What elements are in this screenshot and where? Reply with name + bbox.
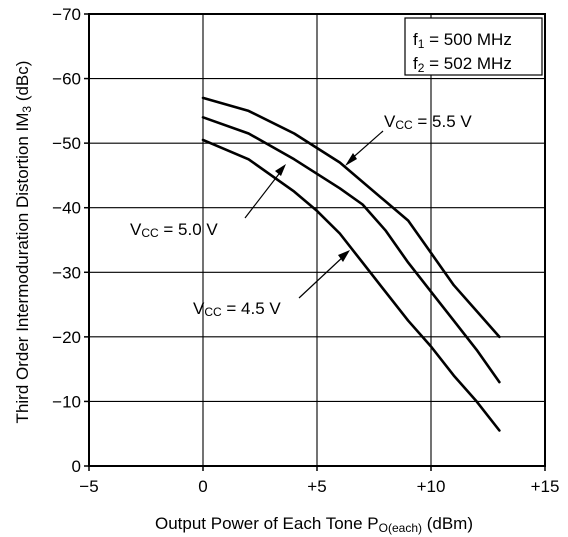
series-line-2	[201, 138, 501, 432]
y-tick-label: −10	[52, 392, 81, 411]
series-label-vcc-5-5: VCC = 5.5 V	[384, 112, 472, 132]
series-annotations: VCC = 5.5 V VCC = 5.0 V VCC = 4.5 V	[130, 112, 472, 319]
y-tick-label: −40	[52, 199, 81, 218]
y-tick-label: −70	[52, 5, 81, 24]
x-tick-label: +15	[531, 477, 560, 496]
series-label-vcc-5-0: VCC = 5.0 V	[130, 220, 218, 240]
y-tick-label: −30	[52, 263, 81, 282]
axis-ticks: −5 0 +5 +10 +150−10−20−30−40−50−60−70	[52, 5, 559, 496]
series-lines	[201, 96, 501, 432]
y-tick-label: 0	[72, 457, 81, 476]
frequency-legend: f1 = 500 MHz f2 = 502 MHz	[404, 17, 543, 76]
series-arrowhead-vcc-5-5	[345, 153, 357, 166]
x-tick-label: −5	[79, 477, 98, 496]
series-arrow-vcc-5-0	[244, 169, 283, 219]
series-label-vcc-4-5: VCC = 4.5 V	[193, 299, 281, 319]
frequency-legend-f2: f2 = 502 MHz	[413, 54, 512, 75]
y-tick-label: −50	[52, 134, 81, 153]
frequency-legend-box	[404, 17, 543, 76]
x-tick-label: +10	[417, 477, 446, 496]
grid-lines	[89, 14, 545, 466]
series-arrowhead-vcc-4-5	[338, 250, 350, 262]
series-line-1	[201, 116, 501, 384]
x-tick-label: +5	[307, 477, 326, 496]
series-line-0	[201, 96, 501, 339]
x-tick-label: 0	[198, 477, 207, 496]
series-arrowhead-vcc-5-0	[275, 164, 286, 176]
y-tick-label: −20	[52, 328, 81, 347]
y-axis-title: Third Order Intermoduration Distortion I…	[13, 61, 34, 424]
y-tick-label: −60	[52, 70, 81, 89]
frequency-legend-f1: f1 = 500 MHz	[413, 30, 512, 51]
series-arrow-vcc-4-5	[298, 254, 346, 299]
x-axis-title: Output Power of Each Tone PO(each) (dBm)	[155, 514, 473, 535]
